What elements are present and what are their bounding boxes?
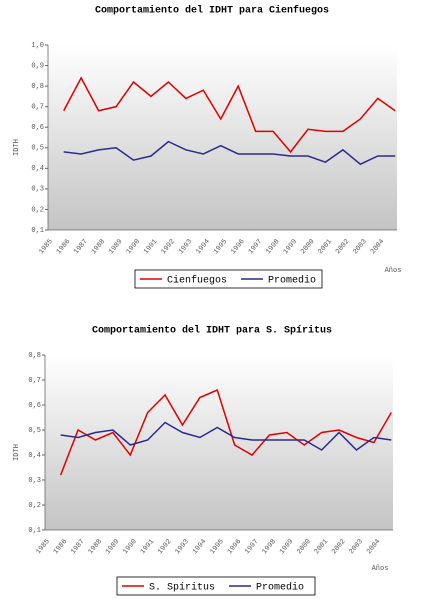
x-tick-label: 2002 [334, 238, 351, 256]
legend-box [116, 576, 316, 596]
x-tick-label: 2001 [317, 238, 334, 256]
x-tick-label: 2003 [352, 238, 369, 256]
y-tick-label: 0,7 [31, 104, 44, 112]
y-tick-label: 0,8 [31, 83, 44, 91]
x-tick-label: 1986 [55, 238, 72, 256]
legend-label: S. Spíritus [149, 582, 215, 594]
x-tick-label: 1999 [278, 538, 295, 556]
x-tick-label: 1985 [38, 238, 55, 256]
x-tick-label: 1992 [157, 538, 174, 556]
legend-label: Promedio [268, 275, 316, 287]
x-tick-label: 1993 [174, 538, 191, 556]
x-tick-label: 1996 [226, 538, 243, 556]
x-tick-label: 1998 [265, 238, 282, 256]
x-axis-label: Años [372, 565, 389, 573]
x-tick-label: 1994 [191, 538, 208, 556]
x-tick-label: 1988 [87, 538, 104, 556]
x-tick-label: 1990 [125, 238, 142, 256]
x-tick-label: 1989 [104, 538, 121, 556]
chart-title: Comportamiento del IDHT para Cienfuegos [95, 5, 329, 17]
x-tick-label: 1991 [139, 538, 156, 556]
x-tick-label: 1987 [73, 238, 90, 256]
legend-label: Promedio [256, 582, 304, 594]
y-tick-label: 0,5 [28, 427, 41, 435]
y-tick-label: 1,0 [31, 42, 44, 50]
series-line [63, 140, 396, 166]
y-tick-label: 0,2 [28, 502, 41, 510]
y-tick-label: 0,1 [31, 227, 44, 235]
y-axis-label: IDTH [13, 139, 21, 156]
y-tick-label: 0,3 [31, 186, 44, 194]
x-tick-label: 1995 [212, 238, 229, 256]
x-tick-label: 1988 [90, 238, 107, 256]
chart-title: Comportamiento del IDHT para S. Spíritus [92, 325, 332, 337]
x-tick-label: 1995 [209, 538, 226, 556]
x-tick-label: 1991 [142, 238, 159, 256]
x-tick-label: 1989 [108, 238, 125, 256]
x-tick-label: 2000 [300, 238, 317, 256]
series-line [60, 421, 392, 451]
y-axis-label: IDTH [13, 444, 21, 461]
x-tick-label: 2004 [365, 538, 382, 556]
series-line [59, 388, 392, 476]
y-tick-label: 0,6 [31, 124, 44, 132]
y-tick-label: 0,2 [31, 206, 44, 214]
y-tick-label: 0,1 [28, 527, 41, 535]
plot-area [48, 45, 397, 230]
x-tick-label: 1998 [261, 538, 278, 556]
y-tick-label: 0,3 [28, 477, 41, 485]
y-tick-label: 0,5 [31, 145, 44, 153]
x-tick-label: 1999 [282, 238, 299, 256]
x-tick-label: 1985 [35, 538, 52, 556]
legend-label: Cienfuegos [167, 275, 227, 287]
x-tick-label: 1992 [160, 238, 177, 256]
x-tick-label: 2003 [348, 538, 365, 556]
y-tick-label: 0,6 [28, 402, 41, 410]
x-tick-label: 1997 [247, 238, 264, 256]
y-tick-label: 0,4 [31, 165, 44, 173]
x-axis-label: Años [385, 267, 402, 275]
x-tick-label: 1986 [52, 538, 69, 556]
legend-box [134, 269, 323, 289]
x-tick-label: 2000 [296, 538, 313, 556]
x-tick-label: 1993 [177, 238, 194, 256]
y-tick-label: 0,8 [28, 352, 41, 360]
x-tick-label: 1996 [230, 238, 247, 256]
x-tick-label: 2004 [369, 238, 386, 256]
y-tick-label: 0,9 [31, 62, 44, 70]
plot-area [45, 355, 393, 530]
x-tick-label: 2002 [331, 538, 348, 556]
y-tick-label: 0,4 [28, 452, 41, 460]
x-tick-label: 1997 [244, 538, 261, 556]
series-line [63, 76, 396, 154]
x-tick-label: 1994 [195, 238, 212, 256]
y-tick-label: 0,7 [28, 377, 41, 385]
x-tick-label: 1987 [70, 538, 87, 556]
x-tick-label: 1990 [122, 538, 139, 556]
x-tick-label: 2001 [313, 538, 330, 556]
